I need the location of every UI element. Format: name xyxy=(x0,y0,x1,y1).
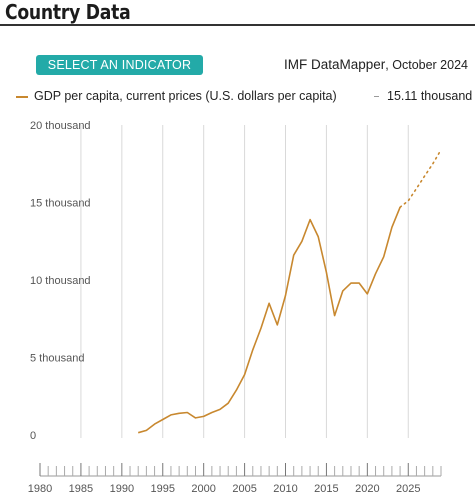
data-source: IMF DataMapper, October 2024 xyxy=(284,57,468,72)
data-point-1994 xyxy=(153,423,156,426)
data-point-1997 xyxy=(178,412,181,415)
x-tick-label-2005: 2005 xyxy=(232,483,256,495)
y-tick-label-3: 15 thousand xyxy=(30,198,91,210)
projection-point-2026 xyxy=(415,187,418,190)
data-point-2005 xyxy=(243,373,246,376)
projection-point-2024 xyxy=(399,206,402,209)
data-point-2015 xyxy=(325,271,328,274)
chart-legend[interactable]: GDP per capita, current prices (U.S. dol… xyxy=(16,89,337,103)
data-point-2004 xyxy=(235,389,238,392)
data-point-2006 xyxy=(251,348,254,351)
source-name: IMF DataMapper xyxy=(284,57,386,72)
legend-latest: 15.11 thousand xyxy=(374,89,472,103)
projection-point-2027 xyxy=(423,175,426,178)
x-tick-label-1985: 1985 xyxy=(69,483,93,495)
y-tick-label-0: 0 xyxy=(30,430,36,442)
y-tick-label-1: 5 thousand xyxy=(30,353,84,365)
series-line xyxy=(137,206,401,434)
chart-series xyxy=(137,148,443,434)
legend-latest-value: 15.11 thousand xyxy=(387,89,473,103)
projection-point-2028 xyxy=(431,162,434,165)
select-indicator-button[interactable]: SELECT AN INDICATOR xyxy=(36,55,203,75)
chart-grid xyxy=(80,125,409,438)
data-point-2019 xyxy=(358,282,361,285)
x-tick-label-1990: 1990 xyxy=(110,483,134,495)
data-point-1992 xyxy=(137,431,140,434)
data-point-2023 xyxy=(390,226,393,229)
data-point-2010 xyxy=(284,294,287,297)
data-point-2016 xyxy=(333,314,336,317)
data-point-1999 xyxy=(194,417,197,420)
data-point-2002 xyxy=(219,408,222,411)
data-point-2017 xyxy=(341,289,344,292)
y-axis-ticks: 0 5 thousand 10 thousand 15 thousand 20 thou… xyxy=(30,120,91,442)
y-tick-label-4: 20 thousand xyxy=(30,120,91,132)
page-header: Country Data xyxy=(0,0,475,26)
header-rule xyxy=(0,24,475,26)
x-tick-label-1995: 1995 xyxy=(151,483,175,495)
data-point-1998 xyxy=(186,411,189,414)
x-tick-label-1980: 1980 xyxy=(28,483,52,495)
data-point-2007 xyxy=(260,327,263,330)
data-point-2018 xyxy=(350,282,353,285)
data-point-2012 xyxy=(300,240,303,243)
data-point-2021 xyxy=(374,272,377,275)
data-point-2011 xyxy=(292,254,295,257)
data-point-2009 xyxy=(276,324,279,327)
x-tick-label-2020: 2020 xyxy=(355,483,379,495)
x-tick-label-2010: 2010 xyxy=(273,483,297,495)
source-edition: , October 2024 xyxy=(385,58,468,72)
data-point-1995 xyxy=(161,418,164,421)
legend-dash xyxy=(374,96,379,98)
page-title: Country Data xyxy=(5,0,131,24)
data-point-2022 xyxy=(382,255,385,258)
data-point-2008 xyxy=(268,302,271,305)
x-tick-label-2025: 2025 xyxy=(396,483,420,495)
projection-line xyxy=(399,149,442,208)
y-tick-label-2: 10 thousand xyxy=(30,275,91,287)
legend-series-label: GDP per capita, current prices (U.S. dol… xyxy=(34,89,337,103)
data-point-2000 xyxy=(202,415,205,418)
legend-swatch xyxy=(16,95,28,98)
x-tick-label-2000: 2000 xyxy=(191,483,215,495)
projection-point-2029 xyxy=(440,148,443,151)
data-point-1996 xyxy=(170,413,173,416)
data-point-1993 xyxy=(145,429,148,432)
data-point-2003 xyxy=(227,402,230,405)
data-point-2014 xyxy=(317,235,320,238)
x-tick-label-2015: 2015 xyxy=(314,483,338,495)
x-axis: 1980 1985 1990 1995 2000 2005 2010 2015 2020 2025 xyxy=(28,463,442,495)
data-point-2013 xyxy=(309,218,312,221)
data-point-2020 xyxy=(366,293,369,296)
data-point-2001 xyxy=(210,411,213,414)
projection-point-2025 xyxy=(407,199,410,202)
